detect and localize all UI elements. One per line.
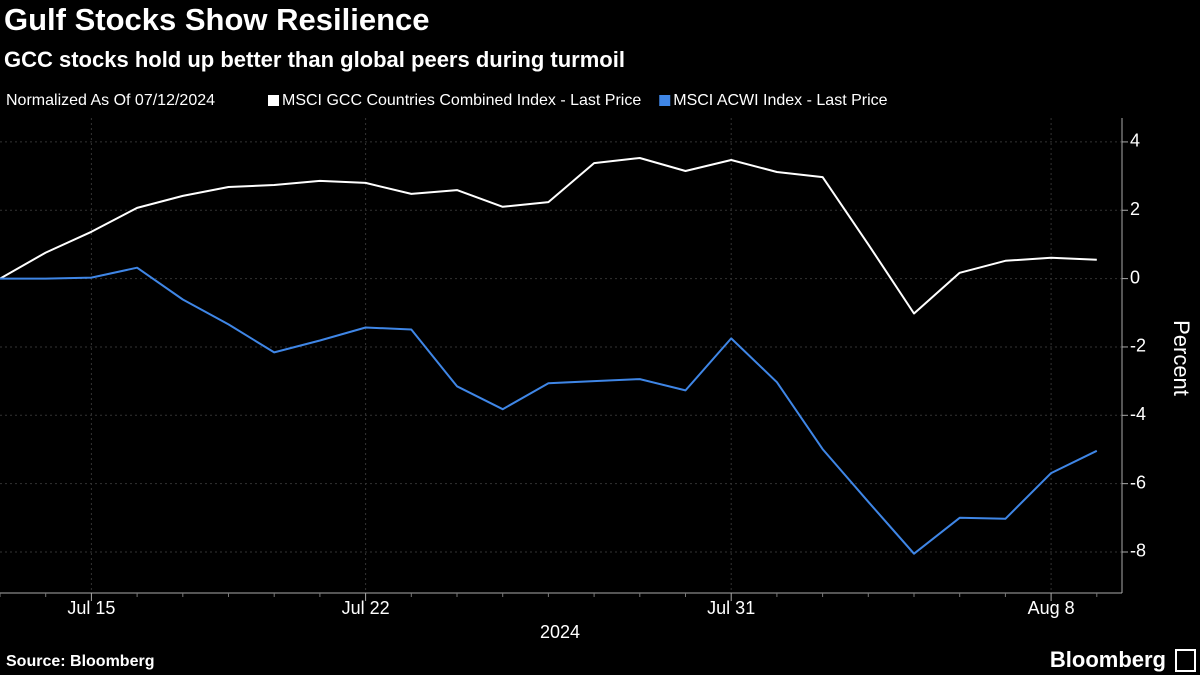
y-tick-label: -2 (1130, 336, 1146, 356)
legend-label: MSCI GCC Countries Combined Index - Last… (282, 92, 641, 109)
legend-label: MSCI ACWI Index - Last Price (673, 92, 887, 109)
x-tick-label: Aug 8 (1028, 598, 1075, 618)
y-tick-label: -6 (1130, 472, 1146, 492)
source: Source: Bloomberg (6, 653, 154, 670)
y-tick-label: 0 (1130, 267, 1140, 287)
x-tick-label: Jul 31 (707, 598, 755, 618)
legend-note: Normalized As Of 07/12/2024 (6, 92, 215, 109)
x-axis-label: 2024 (540, 622, 580, 642)
legend-swatch (268, 95, 279, 106)
y-tick-label: -8 (1130, 541, 1146, 561)
brand-logo: Bloomberg (1050, 647, 1166, 672)
x-tick-label: Jul 22 (342, 598, 390, 618)
legend-swatch (659, 95, 671, 106)
y-axis-label: Percent (1169, 320, 1194, 396)
x-tick-label: Jul 15 (67, 598, 115, 618)
series-line (0, 157, 1097, 315)
y-tick-label: -4 (1130, 404, 1146, 424)
brand-icon (1175, 649, 1196, 672)
y-tick-label: 2 (1130, 199, 1140, 219)
series-line (0, 266, 1098, 555)
y-tick-label: 4 (1130, 131, 1140, 151)
chart-subtitle: GCC stocks hold up better than global pe… (4, 47, 625, 72)
chart-title: Gulf Stocks Show Resilience (4, 2, 430, 37)
